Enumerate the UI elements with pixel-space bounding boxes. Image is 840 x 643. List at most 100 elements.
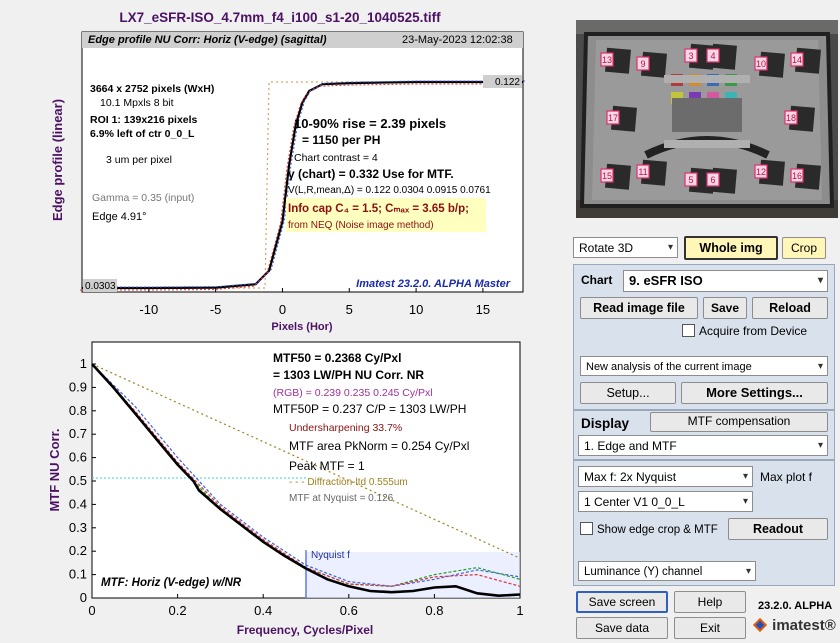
edge-xlabel: Pixels (Hor) xyxy=(271,321,332,333)
edge-header: Edge profile NU Corr: Horiz (V-edge) (sa… xyxy=(88,34,327,46)
display-value: 1. Edge and MTF xyxy=(584,439,677,453)
window-title: LX7_eSFR-ISO_4.7mm_f4_i100_s1-20_1040525… xyxy=(119,10,441,25)
display-select[interactable]: 1. Edge and MTF ▾ xyxy=(578,435,828,456)
mtf50-rgb: (RGB) = 0.239 0.235 0.245 Cy/Pxl xyxy=(273,387,433,399)
mtf50p: MTF50P = 0.237 C/P = 1303 LW/PH xyxy=(273,402,466,416)
roi-select[interactable]: 1 Center V1 0_0_L ▾ xyxy=(578,491,753,512)
roi-marker xyxy=(606,110,620,125)
acquire-checkbox[interactable]: Acquire from Device xyxy=(682,324,807,338)
save-data-button[interactable]: Save data xyxy=(576,617,668,639)
readout-button[interactable]: Readout xyxy=(728,518,828,540)
nyquist-label: Nyquist f xyxy=(311,550,350,561)
roi-marker xyxy=(636,56,650,71)
roi-number: 17 xyxy=(608,113,618,123)
mtf50-lwph: = 1303 LW/PH NU Corr. NR xyxy=(273,368,424,382)
roi-marker xyxy=(790,52,804,67)
channel-select[interactable]: Luminance (Y) channel ▾ xyxy=(578,561,756,581)
roi-number: 14 xyxy=(792,55,802,65)
roi-marker xyxy=(754,164,768,179)
read-image-button[interactable]: Read image file xyxy=(580,297,698,319)
checkbox-icon[interactable] xyxy=(682,324,695,337)
maxf-select[interactable]: Max f: 2x Nyquist ▾ xyxy=(578,466,753,487)
maxf-value: Max f: 2x Nyquist xyxy=(584,470,677,484)
show-edge-checkbox[interactable]: Show edge crop & MTF xyxy=(580,522,718,536)
mtf50: MTF50 = 0.2368 Cy/Pxl xyxy=(273,351,401,365)
chevron-down-icon: ▾ xyxy=(817,361,823,372)
exit-button[interactable]: Exit xyxy=(674,617,746,639)
roi-number: 3 xyxy=(688,51,693,61)
edge-angle: Edge 4.91° xyxy=(92,211,147,223)
mtf-compensation-button[interactable]: MTF compensation xyxy=(650,412,828,432)
imatest-logo-text: imatest® xyxy=(772,617,836,634)
edge-tick-label: 5 xyxy=(346,302,353,317)
setup-button[interactable]: Setup... xyxy=(580,382,676,404)
rotate-select[interactable]: Rotate 3D ▾ xyxy=(573,237,678,258)
mtf-caption: MTF: Horiz (V-edge) w/NR xyxy=(101,577,242,589)
roi-marker xyxy=(684,48,698,63)
rise-2: = 1150 per PH xyxy=(302,133,380,147)
save-chart-button[interactable]: Save xyxy=(703,297,747,319)
version-label: 23.2.0. ALPHA xyxy=(758,600,833,612)
info-line-1: 10.1 Mpxls 8 bit xyxy=(100,97,174,109)
analysis-value: New analysis of the current image xyxy=(586,361,752,373)
roi-marker xyxy=(784,110,798,125)
crop-button[interactable]: Crop xyxy=(782,237,826,259)
save-screen-button[interactable]: Save screen xyxy=(576,591,668,613)
chart-select-value: 9. eSFR ISO xyxy=(629,273,703,288)
roi-marker xyxy=(600,168,614,183)
chevron-down-icon: ▾ xyxy=(745,566,751,577)
reload-button[interactable]: Reload xyxy=(752,297,828,319)
mtf-y-tick-label: 0 xyxy=(80,590,87,605)
help-button[interactable]: Help xyxy=(674,591,746,613)
checkbox-icon[interactable] xyxy=(580,522,593,535)
right-level: 0.122 xyxy=(495,77,520,88)
chevron-down-icon: ▾ xyxy=(742,471,748,482)
roi-marker xyxy=(600,52,614,67)
mtf-y-tick-label: 0.1 xyxy=(69,567,87,582)
roi-marker xyxy=(754,56,768,71)
edge-date: 23-May-2023 12:02:38 xyxy=(402,34,513,46)
mtf-y-tick-label: 0.8 xyxy=(69,403,87,418)
edge-tick-label: 15 xyxy=(476,302,490,317)
edge-series-red xyxy=(80,83,521,291)
peak-mtf: Peak MTF = 1 xyxy=(289,459,365,473)
left-level: 0.0303 xyxy=(85,281,116,292)
show-edge-label: Show edge crop & MTF xyxy=(597,524,718,536)
maxf-label: Max plot f xyxy=(760,470,813,484)
undersharpening: Undersharpening 33.7% xyxy=(289,422,402,434)
analysis-select[interactable]: New analysis of the current image ▾ xyxy=(580,356,828,376)
chevron-down-icon: ▾ xyxy=(817,275,823,286)
mtf-y-tick-label: 0.3 xyxy=(69,520,87,535)
chart-thumbnail[interactable]: 1393410141712181511561216 xyxy=(576,20,838,218)
mtf-y-tick-label: 0.7 xyxy=(69,426,87,441)
rotate-value: Rotate 3D xyxy=(579,241,634,255)
roi-number: 18 xyxy=(786,113,796,123)
roi-marker xyxy=(706,172,720,187)
mtf-y-tick-label: 1 xyxy=(80,356,87,371)
edge-tick-label: -5 xyxy=(210,302,222,317)
v-stats: V(L,R,mean,Δ) = 0.122 0.0304 0.0915 0.07… xyxy=(288,185,491,196)
roi-marker xyxy=(636,164,650,179)
roi-number: 10 xyxy=(756,59,766,69)
channel-value: Luminance (Y) channel xyxy=(584,566,703,578)
diffraction-legend: - - - Diffraction-ltd 0.555um xyxy=(289,477,408,488)
edge-tick-label: 10 xyxy=(409,302,423,317)
whole-img-button[interactable]: Whole img xyxy=(684,236,778,260)
roi-number: 13 xyxy=(602,55,612,65)
mtf-series-b xyxy=(91,363,521,587)
gamma-chart: γ (chart) = 0.332 Use for MTF. xyxy=(288,167,454,181)
chevron-down-icon: ▾ xyxy=(667,242,673,253)
chart-select[interactable]: 9. eSFR ISO ▾ xyxy=(623,270,828,292)
info-line-3: 6.9% left of ctr 0_0_L xyxy=(90,128,195,140)
mtf-x-tick-label: 0.8 xyxy=(425,603,443,618)
more-settings-button[interactable]: More Settings... xyxy=(681,382,828,404)
edge-series-blue xyxy=(84,80,525,288)
roi-number: 11 xyxy=(638,167,647,177)
mtf-series-diffraction-ltd xyxy=(91,363,521,559)
info-line-4: 3 um per pixel xyxy=(106,154,172,166)
edge-tick-label: -10 xyxy=(139,302,158,317)
mtf-xlabel: Frequency, Cycles/Pixel xyxy=(237,623,374,637)
mtf-plot: Nyquist f 0 0.2 0.4 0.6 0.8 1 0 0.1 0.2 0.3 0.4 0.5… xyxy=(47,341,524,637)
roi-number: 4 xyxy=(710,51,715,61)
edge-profile-plot: -10 -5 0 5 10 15 Edge profile (linear) Pixels… xyxy=(50,31,525,333)
